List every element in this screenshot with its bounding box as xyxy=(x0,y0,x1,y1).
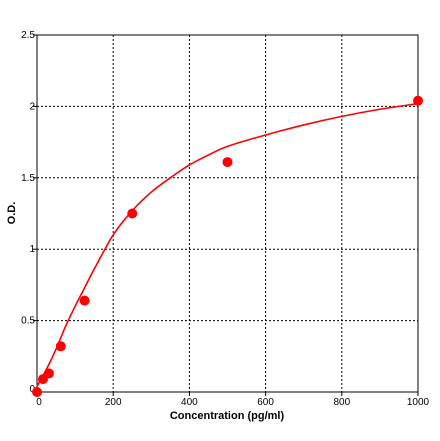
y-tick-label: 2 xyxy=(29,101,35,112)
plot-area xyxy=(36,34,419,393)
y-tick-label: 2.5 xyxy=(21,30,35,41)
y-tick-label: 1.5 xyxy=(21,173,35,184)
data-point xyxy=(413,95,423,106)
data-point xyxy=(79,295,90,306)
y-axis-title: O.D. xyxy=(6,202,18,225)
y-tick-label: 1 xyxy=(29,244,35,255)
y-tick-label: 0 xyxy=(29,384,35,395)
data-point xyxy=(43,368,54,379)
x-tick-label: 0 xyxy=(36,397,42,408)
data-point xyxy=(127,208,138,219)
y-axis: 0 0.5 1 1.5 2 2.5 xyxy=(21,30,37,395)
grid xyxy=(37,35,418,392)
x-tick-label: 200 xyxy=(105,397,122,408)
x-tick-label: 800 xyxy=(333,397,350,408)
x-axis: 0 200 400 600 800 1000 xyxy=(36,392,430,408)
x-tick-label: 400 xyxy=(181,397,198,408)
fit-curve xyxy=(36,102,419,387)
data-point xyxy=(32,387,42,397)
data-point xyxy=(222,157,233,168)
y-tick-label: 0.5 xyxy=(21,316,35,327)
data-points xyxy=(32,95,423,397)
x-tick-label: 1000 xyxy=(407,397,430,408)
x-axis-title: Concentration (pg/ml) xyxy=(170,410,285,422)
x-tick-label: 600 xyxy=(257,397,274,408)
data-point xyxy=(55,341,66,352)
